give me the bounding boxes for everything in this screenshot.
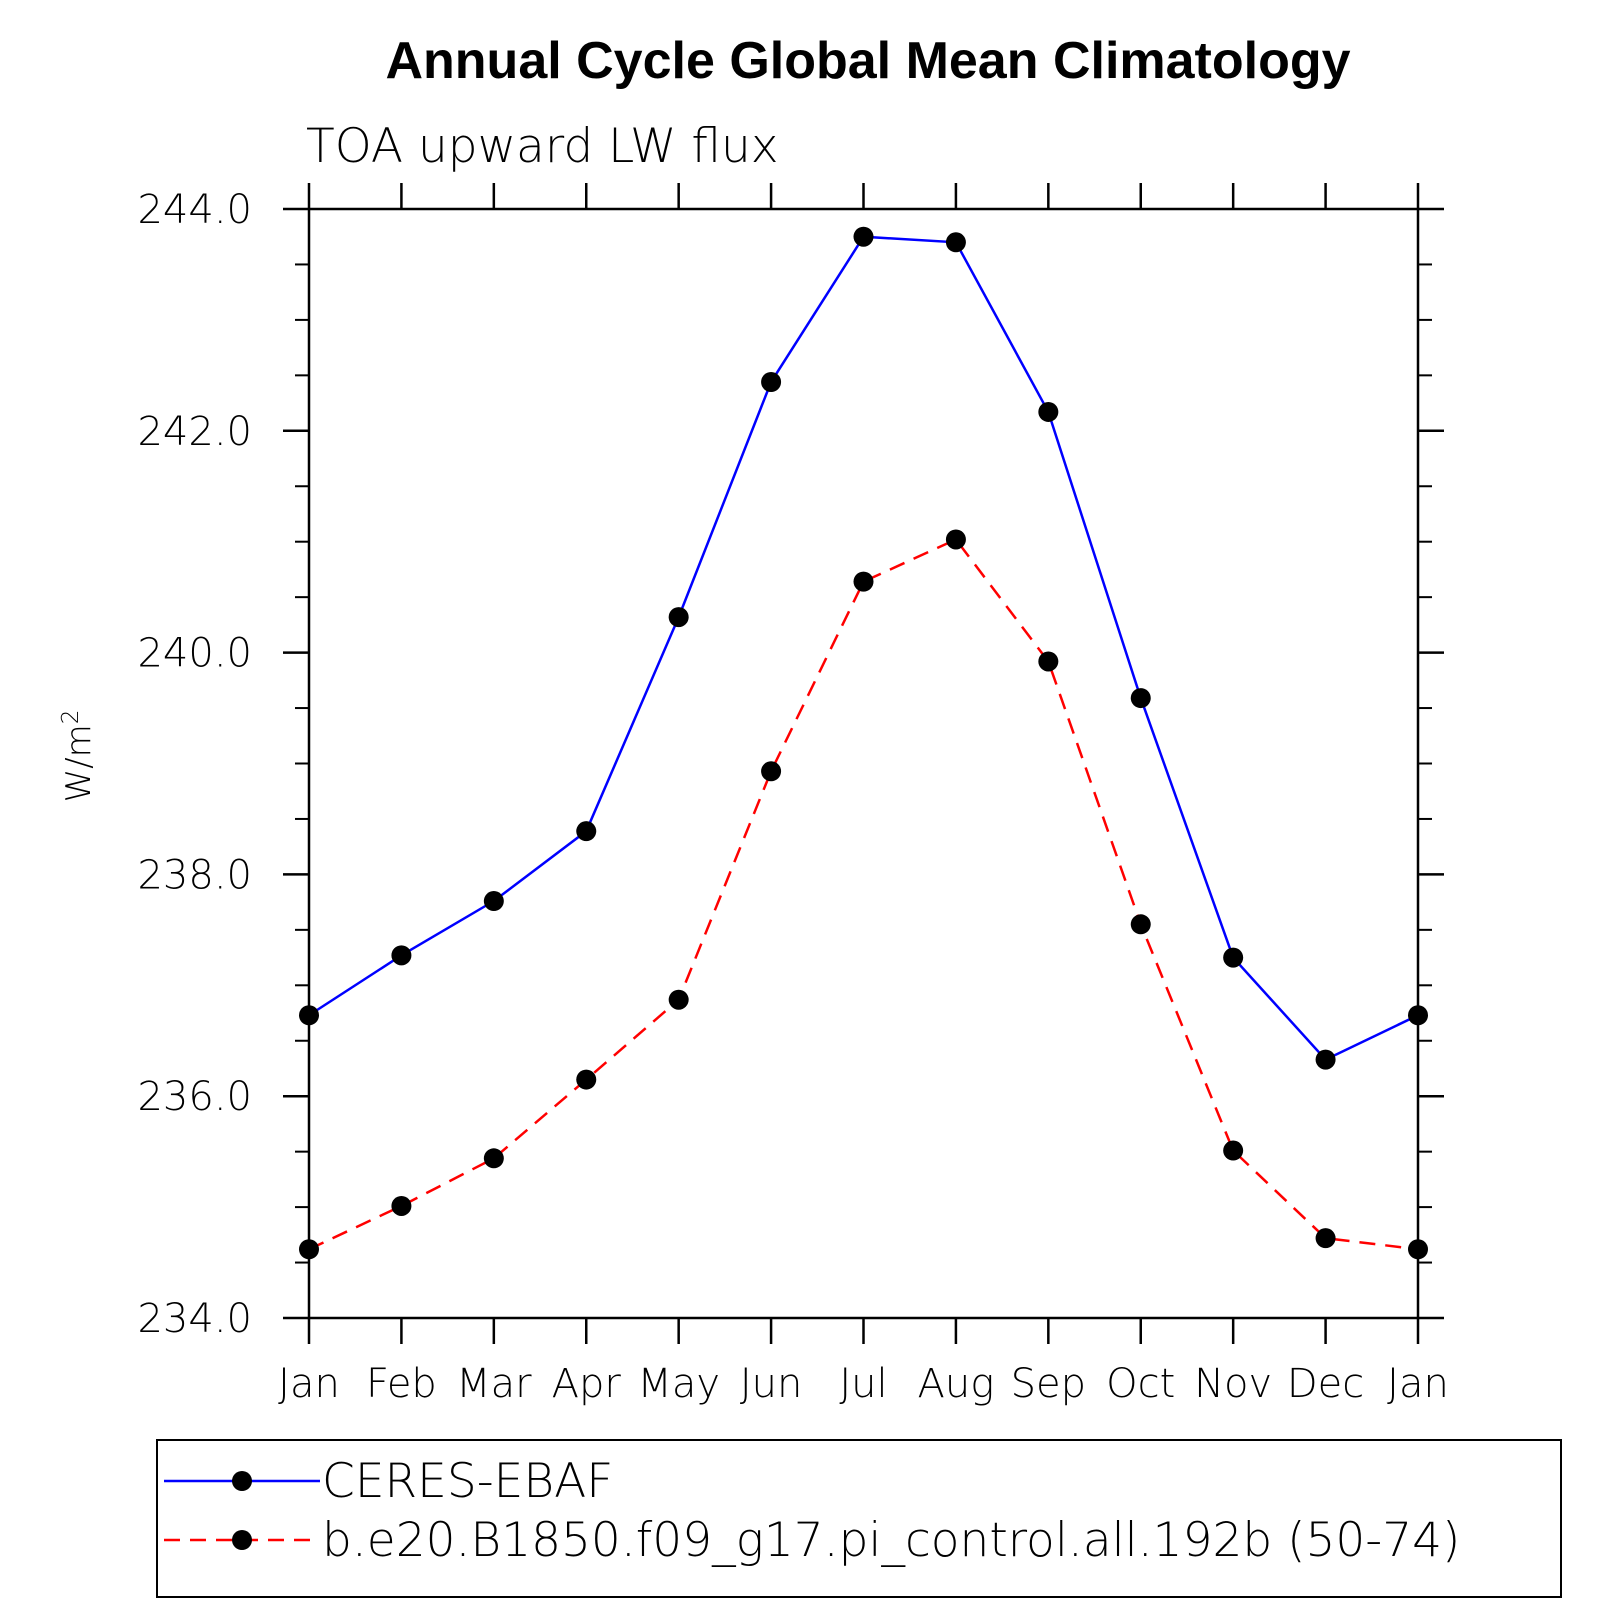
y-tick-label: 240.0: [137, 631, 252, 677]
plot-frame: [307, 207, 1420, 1320]
series-1-point: [299, 1239, 319, 1260]
y-tick-label: 236.0: [137, 1074, 252, 1120]
x-tick-label: Dec: [1287, 1361, 1364, 1407]
series-0-point: [576, 821, 597, 842]
y-axis-label: W/m2: [58, 710, 99, 803]
x-tick-label: Jan: [1387, 1361, 1449, 1407]
series-1-point: [761, 761, 782, 782]
y-tick-label: 242.0: [137, 409, 252, 455]
x-tick-label: May: [637, 1361, 720, 1407]
legend: CERES-EBAF b.e20.B1850.f09_g17.pi_contro…: [156, 1439, 1562, 1598]
y-tick-label: 234.0: [137, 1296, 252, 1342]
series-1-point: [483, 1148, 504, 1169]
series-0-point: [483, 891, 504, 912]
series-1-point: [1408, 1239, 1428, 1260]
series-1-point: [853, 571, 874, 592]
series-0-point: [391, 945, 412, 966]
x-tick-label: Feb: [366, 1361, 437, 1407]
series-1-point: [668, 989, 689, 1010]
x-tick-label: Oct: [1106, 1361, 1175, 1407]
x-tick-label: Apr: [552, 1361, 622, 1407]
series-layer: [299, 226, 1428, 1260]
x-tick-label: Jan: [278, 1361, 340, 1407]
series-1-point: [576, 1069, 597, 1090]
x-tick-label: Jun: [740, 1361, 803, 1407]
series-1-point: [1038, 651, 1059, 672]
series-0-point: [853, 226, 874, 247]
series-0-point: [1038, 401, 1059, 422]
legend-label-ceres: CERES-EBAF: [322, 1454, 613, 1509]
x-tick-label: Mar: [456, 1361, 532, 1407]
series-1-point: [1223, 1140, 1244, 1161]
series-0-point: [1408, 1005, 1428, 1026]
y-tick-label: 238.0: [137, 852, 252, 898]
series-0-point: [299, 1005, 319, 1026]
series-0-point: [1130, 688, 1151, 709]
legend-box: [156, 1439, 1562, 1598]
y-tick-label: 244.0: [137, 187, 252, 233]
legend-label-model: b.e20.B1850.f09_g17.pi_control.all.192b …: [322, 1513, 1460, 1568]
series-0-point: [668, 607, 689, 628]
series-1-point: [1130, 914, 1151, 935]
series-line-1: [308, 537, 1419, 1251]
x-tick-label: Aug: [918, 1361, 995, 1407]
series-0-point: [1223, 947, 1244, 968]
x-tick-label: Jul: [839, 1361, 887, 1407]
series-0-point: [945, 232, 966, 253]
series-1-point: [1315, 1228, 1336, 1249]
series-1-point: [391, 1195, 412, 1216]
series-0-point: [761, 372, 782, 393]
legend-swatch-marker-ceres: [232, 1471, 252, 1491]
series-1-point: [945, 529, 966, 550]
series-line-0: [308, 235, 1419, 1062]
chart-title: Annual Cycle Global Mean Climatology: [385, 32, 1350, 90]
axes: Jan Feb Mar Apr May Jun Jul Aug Sep Oct Nov Dec Jan 2…: [137, 183, 1449, 1407]
x-tick-label: Sep: [1011, 1361, 1086, 1407]
chart-subtitle: TOA upward LW flux: [306, 119, 779, 174]
y-axis-label-text: W/m: [59, 724, 99, 802]
legend-swatch-marker-model: [232, 1530, 252, 1550]
y-axis-label-superscript: 2: [58, 710, 84, 725]
x-tick-label: Nov: [1194, 1361, 1272, 1407]
series-0-point: [1315, 1049, 1336, 1070]
